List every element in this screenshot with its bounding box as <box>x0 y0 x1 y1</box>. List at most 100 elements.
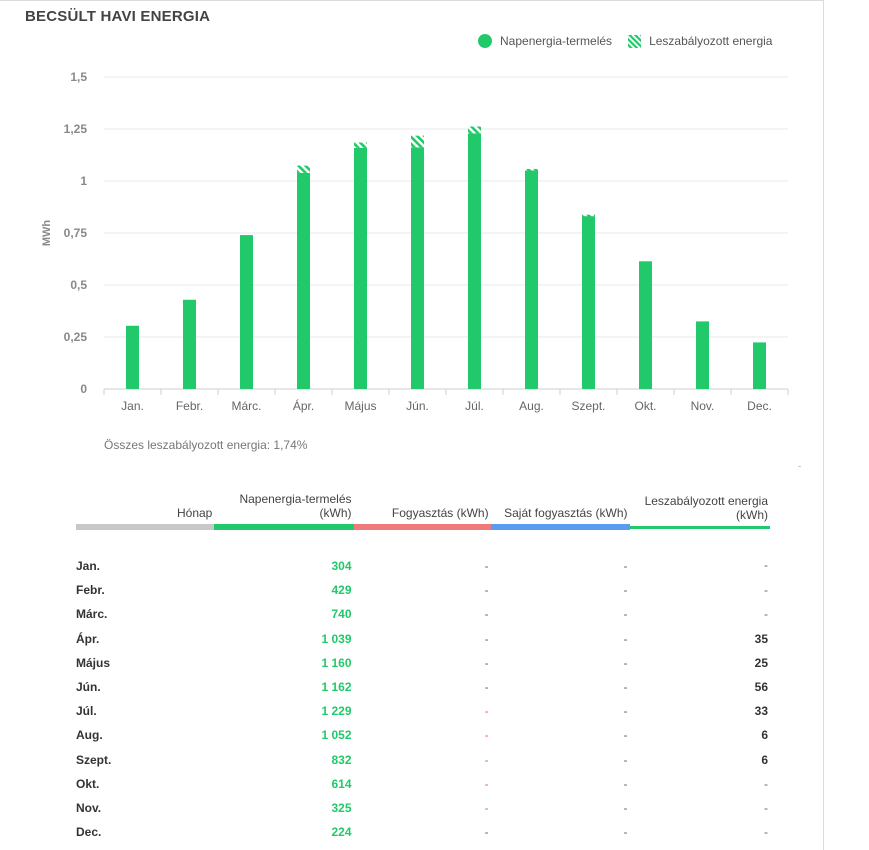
cell-production: 1 160 <box>321 655 352 670</box>
col-header-curtailed-line2: (kWh) <box>736 507 768 522</box>
bar-production <box>183 299 196 389</box>
bar-curtailed <box>411 135 424 148</box>
cell-consumption: - <box>484 655 489 670</box>
cell-self-consumption: - <box>623 583 628 598</box>
legend-label-curtailed: Leszabályozott energia <box>649 34 773 48</box>
cell-month: Nov. <box>76 800 102 815</box>
cell-consumption: - <box>484 680 489 695</box>
cell-consumption: - <box>484 583 489 598</box>
cell-month: Dec. <box>76 825 102 840</box>
cell-curtailed: 56 <box>754 680 768 695</box>
x-tick-label: Szept. <box>571 399 605 413</box>
cell-month: Febr. <box>76 583 105 598</box>
cell-curtailed: - <box>764 825 768 840</box>
cell-consumption: - <box>484 607 489 622</box>
bar-production <box>582 215 595 389</box>
cell-month: Ápr. <box>76 631 100 646</box>
x-tick-label: Aug. <box>519 399 544 413</box>
col-header-production-line1: Napenergia-termelés <box>239 492 352 506</box>
cell-self-consumption: - <box>623 776 628 791</box>
bar-curtailed <box>468 126 481 134</box>
bar-production <box>639 261 652 389</box>
cell-self-consumption: - <box>623 607 628 622</box>
x-tick-label: Márc. <box>232 399 262 413</box>
bar-production <box>240 235 253 389</box>
cell-curtailed: 33 <box>754 704 768 719</box>
x-tick-label: Febr. <box>176 399 203 413</box>
bar-production <box>525 170 538 389</box>
cell-production: 304 <box>331 559 352 574</box>
x-tick-label: Okt. <box>634 399 656 413</box>
y-tick-label: 0 <box>80 382 87 396</box>
cell-curtailed: - <box>764 776 768 791</box>
col-header-self-consumption[interactable]: Saját fogyasztás (kWh) <box>490 490 630 530</box>
cell-self-consumption: - <box>623 728 628 743</box>
table-row: Márc. 740 - - - <box>76 602 770 626</box>
bar-production <box>354 147 367 389</box>
cell-production: 325 <box>331 800 352 815</box>
cell-self-consumption: - <box>623 800 628 815</box>
y-axis-label: MWh <box>41 220 53 247</box>
cell-production: 1 039 <box>321 631 352 646</box>
legend-item-curtailed[interactable]: Leszabályozott energia <box>628 34 772 48</box>
bar-chart: 0 0,25 0,5 0,75 1 1,25 1,5 MWh Jan. Febr. Márc. Ápr… <box>41 70 789 413</box>
cell-consumption: - <box>484 800 489 815</box>
col-header-month[interactable]: Hónap <box>76 490 215 530</box>
cell-month: Okt. <box>76 776 100 791</box>
cell-production: 1 229 <box>321 704 352 719</box>
y-tick-label: 1 <box>80 174 87 188</box>
col-header-production-line2: (kWh) <box>319 506 352 520</box>
cell-consumption: - <box>484 752 489 767</box>
hatch-icon <box>628 34 642 48</box>
bar-curtailed <box>297 165 310 173</box>
cell-production: 224 <box>331 825 352 840</box>
cell-production: 832 <box>331 752 352 767</box>
bar-production <box>468 133 481 389</box>
cell-consumption: - <box>484 728 489 743</box>
cell-production: 740 <box>331 607 352 622</box>
col-header-curtailed[interactable]: Leszabályozott energia (kWh) <box>629 490 770 529</box>
y-tick-label: 0,25 <box>64 330 88 344</box>
cell-production: 429 <box>331 583 352 598</box>
cell-month: Május <box>76 655 111 670</box>
cell-self-consumption: - <box>623 655 628 670</box>
cell-consumption: - <box>484 559 489 574</box>
y-tick-label: 1,5 <box>70 70 87 84</box>
table-row: Ápr. 1 039 - - 35 <box>76 627 770 651</box>
cell-self-consumption: - <box>623 680 628 695</box>
y-tick-label: 1,25 <box>64 122 88 136</box>
table-row: Nov. 325 - - - <box>76 796 770 820</box>
cell-self-consumption: - <box>623 559 628 574</box>
cell-production: 1 052 <box>321 728 352 743</box>
cell-curtailed: - <box>764 607 768 622</box>
bar-curtailed <box>582 214 595 217</box>
cell-curtailed: - <box>764 558 768 573</box>
cell-curtailed: 6 <box>761 728 768 743</box>
bar-production <box>297 172 310 389</box>
col-header-consumption[interactable]: Fogyasztás (kWh) <box>353 490 491 530</box>
col-header-month-label: Hónap <box>176 506 213 520</box>
col-header-consumption-label: Fogyasztás (kWh) <box>391 506 489 520</box>
y-tick-label: 0,5 <box>70 278 87 292</box>
table-row: Jan. 304 - - - <box>76 527 770 578</box>
cell-consumption: - <box>484 776 489 791</box>
table-row: Május 1 160 - - 25 <box>76 651 770 675</box>
bar-curtailed <box>525 168 538 171</box>
x-tick-label: Ápr. <box>293 398 314 413</box>
x-tick-label: Júl. <box>465 399 484 413</box>
chart-legend: Napenergia-termelés Leszabályozott energ… <box>478 34 788 48</box>
cell-month: Szept. <box>76 752 112 767</box>
legend-item-production[interactable]: Napenergia-termelés <box>478 34 612 48</box>
cell-month: Márc. <box>76 607 108 622</box>
bar-production <box>696 321 709 389</box>
table-row: Okt. 614 - - - <box>76 772 770 796</box>
cell-consumption: - <box>484 631 489 646</box>
production-dot-icon <box>478 34 492 48</box>
monthly-energy-table: Hónap Napenergia-termelés (kWh) Fogyasztá… <box>76 490 770 844</box>
divider-mark <box>798 466 801 467</box>
table-row: Jún. 1 162 - - 56 <box>76 675 770 699</box>
cell-curtailed: 6 <box>761 752 768 767</box>
cell-month: Júl. <box>76 704 97 719</box>
legend-label-production: Napenergia-termelés <box>500 34 613 48</box>
col-header-production[interactable]: Napenergia-termelés (kWh) <box>214 490 354 530</box>
